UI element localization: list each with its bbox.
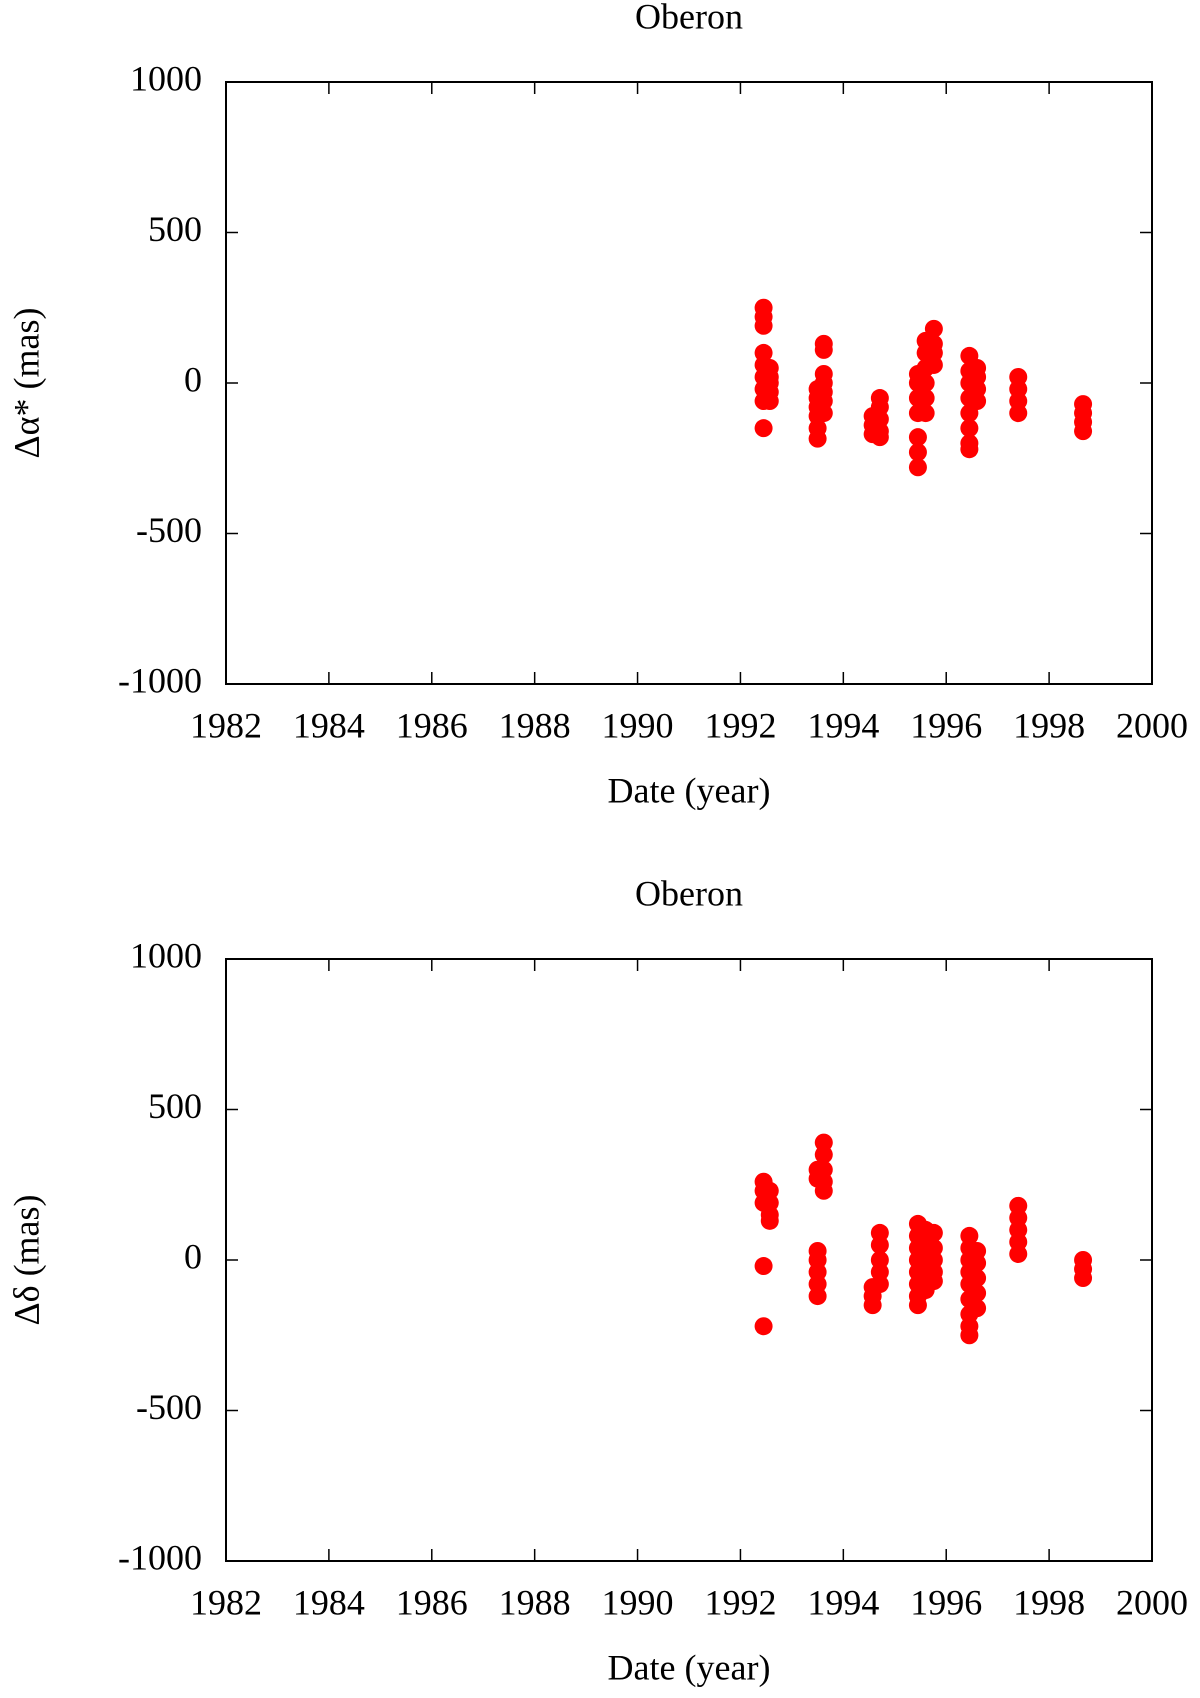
data-point (960, 419, 979, 438)
data-point (908, 443, 927, 462)
x-tick-label: 1982 (190, 1582, 262, 1622)
x-tick-label: 1992 (704, 1582, 776, 1622)
data-point (924, 1223, 943, 1242)
data-point (814, 340, 833, 359)
data-point (908, 1296, 927, 1315)
x-tick-label: 1982 (190, 705, 262, 745)
data-point (916, 404, 935, 423)
x-tick-label: 1992 (704, 705, 776, 745)
data-point (908, 428, 927, 447)
data-point (960, 440, 979, 459)
y-tick-label: 0 (184, 359, 202, 399)
data-point (754, 419, 773, 438)
y-tick-label: 1000 (130, 58, 202, 98)
x-tick-label: 1990 (602, 1582, 674, 1622)
x-tick-label: 1998 (1013, 705, 1085, 745)
data-point (916, 374, 935, 392)
data-point (814, 1145, 833, 1164)
data-point (808, 1287, 827, 1306)
data-point (870, 428, 889, 447)
x-tick-label: 2000 (1116, 1582, 1188, 1622)
x-tick-label: 1984 (293, 1582, 365, 1622)
y-tick-label: -1000 (118, 1537, 202, 1577)
x-tick-label: 1984 (293, 705, 365, 745)
x-tick-label: 1986 (396, 1582, 468, 1622)
x-tick-label: 2000 (1116, 705, 1188, 745)
x-tick-label: 1988 (499, 1582, 571, 1622)
x-tick-label: 1996 (910, 705, 982, 745)
data-point (870, 1275, 889, 1294)
x-axis-title: Date (year) (608, 770, 771, 810)
y-tick-label: 0 (184, 1236, 202, 1276)
data-point (870, 1235, 889, 1254)
data-point (814, 1181, 833, 1200)
plot-frame (225, 958, 1153, 1562)
y-axis-title: Δδ (mas) (6, 1194, 46, 1325)
data-point (960, 1326, 979, 1345)
x-axis-title: Date (year) (608, 1647, 771, 1687)
x-tick-label: 1998 (1013, 1582, 1085, 1622)
data-point (754, 1257, 773, 1276)
data-point (760, 392, 779, 411)
y-tick-label: -500 (136, 1387, 202, 1427)
x-tick-label: 1990 (602, 705, 674, 745)
x-tick-label: 1986 (396, 705, 468, 745)
y-tick-label: -500 (136, 510, 202, 550)
y-tick-label: 500 (148, 1086, 202, 1126)
data-point (924, 1272, 943, 1291)
data-point (1074, 1269, 1093, 1288)
x-tick-label: 1994 (807, 1582, 879, 1622)
data-point (908, 458, 927, 477)
chart: Oberon Date (year) Δδ (mas) 1982 1984 1986 198… (6, 873, 1188, 1687)
data-point (754, 1317, 773, 1336)
data-point (924, 355, 943, 374)
data-point (1009, 1244, 1028, 1263)
chart: Oberon Date (year) Δα* (mas) 1982 1984 1986 19… (6, 0, 1188, 810)
data-point (968, 392, 987, 411)
data-point (863, 1296, 882, 1315)
data-point (968, 1269, 987, 1288)
data-point (760, 1211, 779, 1230)
x-tick-label: 1994 (807, 705, 879, 745)
chart-title: Oberon (635, 873, 743, 913)
x-tick-label: 1988 (499, 705, 571, 745)
data-point (808, 429, 827, 448)
data-point (1009, 404, 1028, 423)
plot-frame (225, 81, 1153, 685)
data-point (968, 1254, 987, 1273)
y-tick-label: -1000 (118, 660, 202, 700)
x-tick-label: 1996 (910, 1582, 982, 1622)
data-point (754, 316, 773, 335)
data-point (968, 1284, 987, 1303)
y-tick-label: 500 (148, 209, 202, 249)
data-point (968, 1299, 987, 1318)
data-point (1074, 422, 1093, 441)
chart-title: Oberon (635, 0, 743, 36)
y-axis-title: Δα* (mas) (6, 308, 46, 459)
y-tick-label: 1000 (130, 935, 202, 975)
data-point (916, 389, 935, 408)
data-point (814, 404, 833, 423)
data-point (924, 319, 943, 338)
